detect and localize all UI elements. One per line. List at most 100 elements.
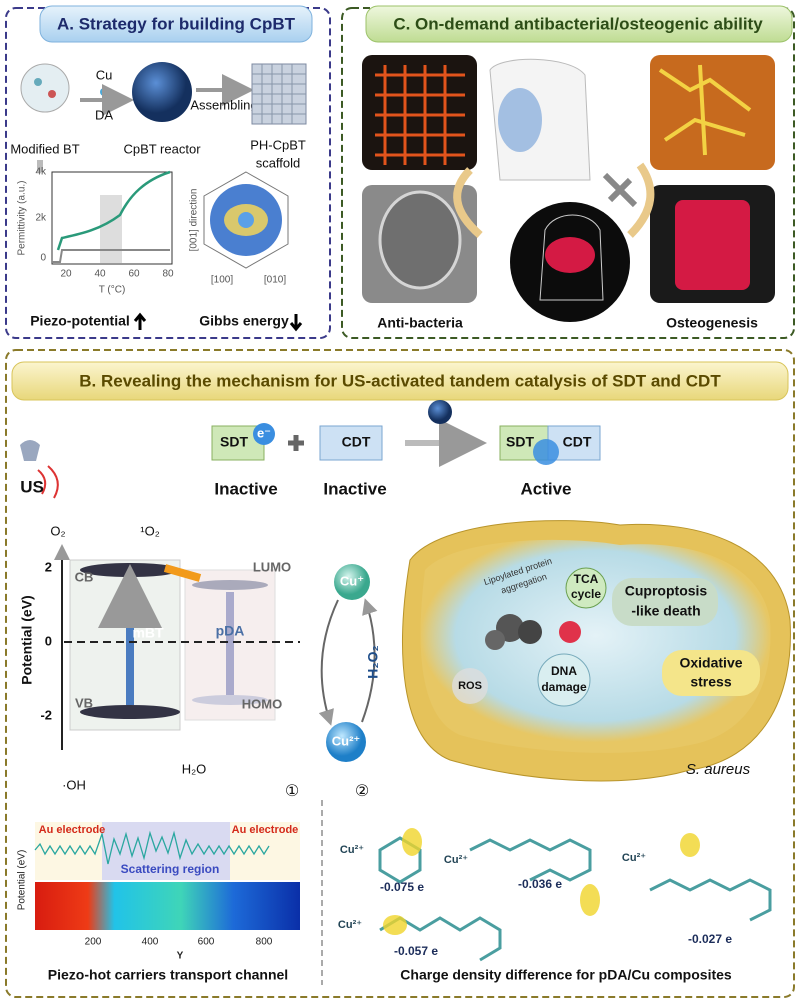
label: H₂O₂ (365, 645, 381, 678)
us-probe (20, 440, 40, 461)
homo-band (192, 695, 268, 705)
label: Cu²⁺ (444, 854, 468, 866)
curve-green (56, 170, 171, 251)
cpbt-reactor-image (132, 62, 192, 122)
label: stress (690, 674, 731, 690)
label: TCA (574, 572, 599, 586)
tick-label: 80 (162, 269, 174, 280)
label: Au electrode (39, 824, 106, 836)
aggregate (485, 630, 505, 650)
label: ① (285, 783, 299, 800)
panel-b-banner (11, 361, 789, 401)
label: O₂ (50, 523, 65, 538)
axis-label: Potential (eV) (17, 850, 28, 911)
label: -like death (631, 603, 700, 619)
label: Cu (96, 67, 113, 82)
label: S. aureus (686, 761, 751, 778)
label: Cu⁺ (340, 573, 364, 588)
molecules (378, 828, 772, 962)
cu-dot (100, 88, 108, 96)
label: pDA (216, 623, 245, 639)
axis-label: [001] direction (189, 189, 200, 252)
scaffold-pattern (375, 65, 465, 165)
gibbs-sphere-core (238, 212, 254, 228)
stress-bubble (662, 650, 760, 696)
label: DNA (551, 664, 577, 678)
label: ·OH (62, 777, 86, 792)
cu-plus (334, 564, 370, 600)
electron (533, 439, 559, 465)
label: scaffold (256, 155, 301, 170)
dna-bubble (537, 653, 591, 707)
tick-label: 60 (128, 269, 140, 280)
tick-label: 200 (85, 937, 102, 948)
label: ROS (458, 680, 482, 692)
tick-label: 4k (35, 167, 47, 178)
lumo-band (192, 580, 268, 590)
label: cycle (571, 587, 601, 601)
tick-label: 20 (60, 269, 72, 280)
label: Au electrode (232, 824, 299, 836)
label: VB (75, 695, 93, 710)
panel-c-title: C. On-demand antibacterial/osteogenic ab… (393, 14, 763, 33)
caption: Charge density difference for pDA/Cu com… (400, 967, 732, 983)
label: ② (355, 783, 369, 800)
label: Cu²⁺ (332, 733, 361, 748)
label: Cuproptosis (625, 583, 708, 599)
label: PH-CpBT (250, 137, 306, 152)
cycle-arrow (361, 598, 378, 723)
cu-2plus (326, 722, 366, 762)
label: Inactive (323, 479, 386, 498)
label: HOMO (242, 696, 282, 711)
label: CB (75, 569, 94, 584)
scaffold-grid (252, 64, 306, 124)
bacterium-tem (378, 190, 462, 290)
image-osteo-stain (650, 55, 775, 170)
label: Cu²⁺ (338, 919, 362, 931)
potential-curve (34, 830, 270, 865)
label: CDT (563, 434, 592, 450)
label: LUMO (253, 559, 291, 574)
label: SDT (220, 434, 248, 450)
arrow-shade (100, 195, 122, 263)
arc-arrow (627, 162, 655, 238)
axis-label: Potential (eV) (19, 595, 35, 684)
tick-label: 600 (198, 937, 215, 948)
label: Cu²⁺ (622, 852, 646, 864)
label: Active (520, 479, 571, 498)
charge-label: -0.036 e (518, 877, 562, 891)
label: e⁻ (257, 425, 271, 440)
up-arrow (133, 312, 147, 330)
cycle-arrow (318, 599, 339, 726)
label: Piezo-potential (30, 313, 130, 329)
label: SDT (506, 434, 534, 450)
tca-cycle (565, 567, 607, 609)
ros-bubble (452, 668, 488, 704)
curve-gray (52, 249, 170, 263)
bone-ct-shape (675, 200, 750, 290)
label: Oxidative (679, 655, 742, 671)
modified-bt-image (20, 63, 70, 113)
label: Inactive (214, 479, 277, 498)
label: damage (541, 680, 587, 694)
axis-label: Y (177, 951, 184, 962)
panel-a-title: A. Strategy for building CpBT (57, 14, 296, 33)
bone-outline (539, 214, 604, 301)
tick-label: 2k (35, 213, 47, 224)
label: Osteogenesis (666, 315, 758, 331)
label: Cu²⁺ (340, 844, 364, 856)
label: US (20, 477, 44, 496)
vb-band (80, 705, 180, 719)
label: CDT (342, 434, 371, 450)
label: mBT (132, 625, 164, 641)
label: H₂O (182, 761, 207, 776)
tick-label: 2 (45, 559, 52, 574)
tick-label: 800 (256, 937, 273, 948)
implant (498, 88, 542, 152)
axis-label: [010] (264, 275, 286, 286)
label: Modified BT (10, 141, 79, 156)
tick-label: 0 (40, 253, 46, 264)
cpbt-icon (428, 400, 452, 424)
stain-pattern (658, 64, 752, 156)
no-sign (602, 172, 638, 208)
